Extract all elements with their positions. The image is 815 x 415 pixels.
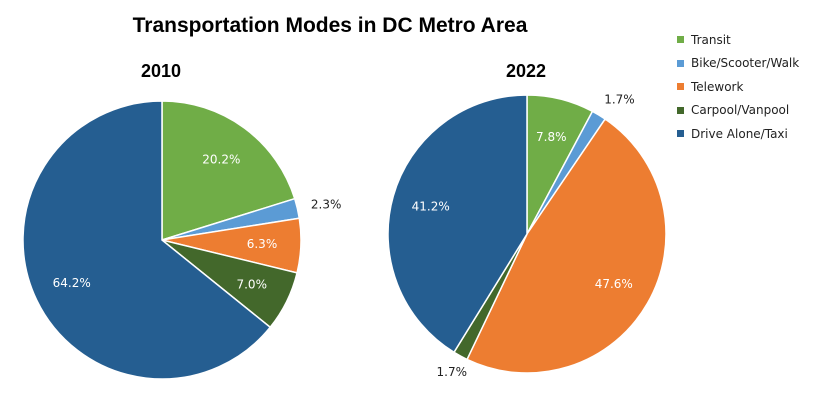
- pie-slice-2010-drive-alone-taxi: [22, 100, 272, 380]
- data-label-2022-bike-scooter-walk: 1.7%: [604, 93, 635, 107]
- legend-swatch-telework: [677, 83, 684, 91]
- data-label-2010-carpool-vanpool: 7.0%: [236, 277, 267, 291]
- data-label-2010-telework: 6.3%: [247, 237, 278, 251]
- legend-swatch-carpool-vanpool: [677, 106, 684, 114]
- pie-slice-2022-telework: [466, 117, 667, 374]
- legend-label-drive-alone-taxi: Drive Alone/Taxi: [691, 126, 788, 141]
- legend-item-carpool-vanpool: Carpool/Vanpool: [677, 99, 799, 123]
- chart-title: Transportation Modes in DC Metro Area: [132, 14, 528, 37]
- data-label-2010-transit: 20.2%: [202, 152, 240, 166]
- legend-swatch-bike-scooter-walk: [677, 59, 684, 67]
- legend: Transit Bike/Scooter/Walk Telework Carpo…: [677, 28, 799, 146]
- legend-item-telework: Telework: [677, 75, 799, 99]
- legend-swatch-drive-alone-taxi: [677, 130, 684, 138]
- legend-label-transit: Transit: [691, 32, 731, 47]
- data-label-2022-drive-alone-taxi: 41.2%: [412, 200, 450, 214]
- data-label-2022-carpool-vanpool: 1.7%: [437, 365, 468, 379]
- legend-item-transit: Transit: [677, 28, 799, 52]
- pie-slice-2022-drive-alone-taxi: [387, 94, 528, 354]
- legend-item-drive-alone-taxi: Drive Alone/Taxi: [677, 122, 799, 146]
- legend-swatch-transit: [677, 36, 684, 44]
- legend-label-carpool-vanpool: Carpool/Vanpool: [691, 103, 790, 118]
- data-label-2010-bike-scooter-walk: 2.3%: [311, 197, 342, 211]
- pie-title-2022: 2022: [505, 61, 547, 81]
- legend-label-bike-scooter-walk: Bike/Scooter/Walk: [691, 56, 800, 71]
- legend-label-telework: Telework: [691, 79, 744, 94]
- data-label-2022-transit: 7.8%: [536, 130, 567, 144]
- legend-item-bike-scooter-walk: Bike/Scooter/Walk: [677, 52, 799, 76]
- pie-slice-2010-transit: [161, 100, 296, 242]
- pie-title-2010: 2010: [140, 61, 182, 81]
- data-label-2022-telework: 47.6%: [595, 277, 633, 291]
- data-label-2010-drive-alone-taxi: 64.2%: [53, 276, 91, 290]
